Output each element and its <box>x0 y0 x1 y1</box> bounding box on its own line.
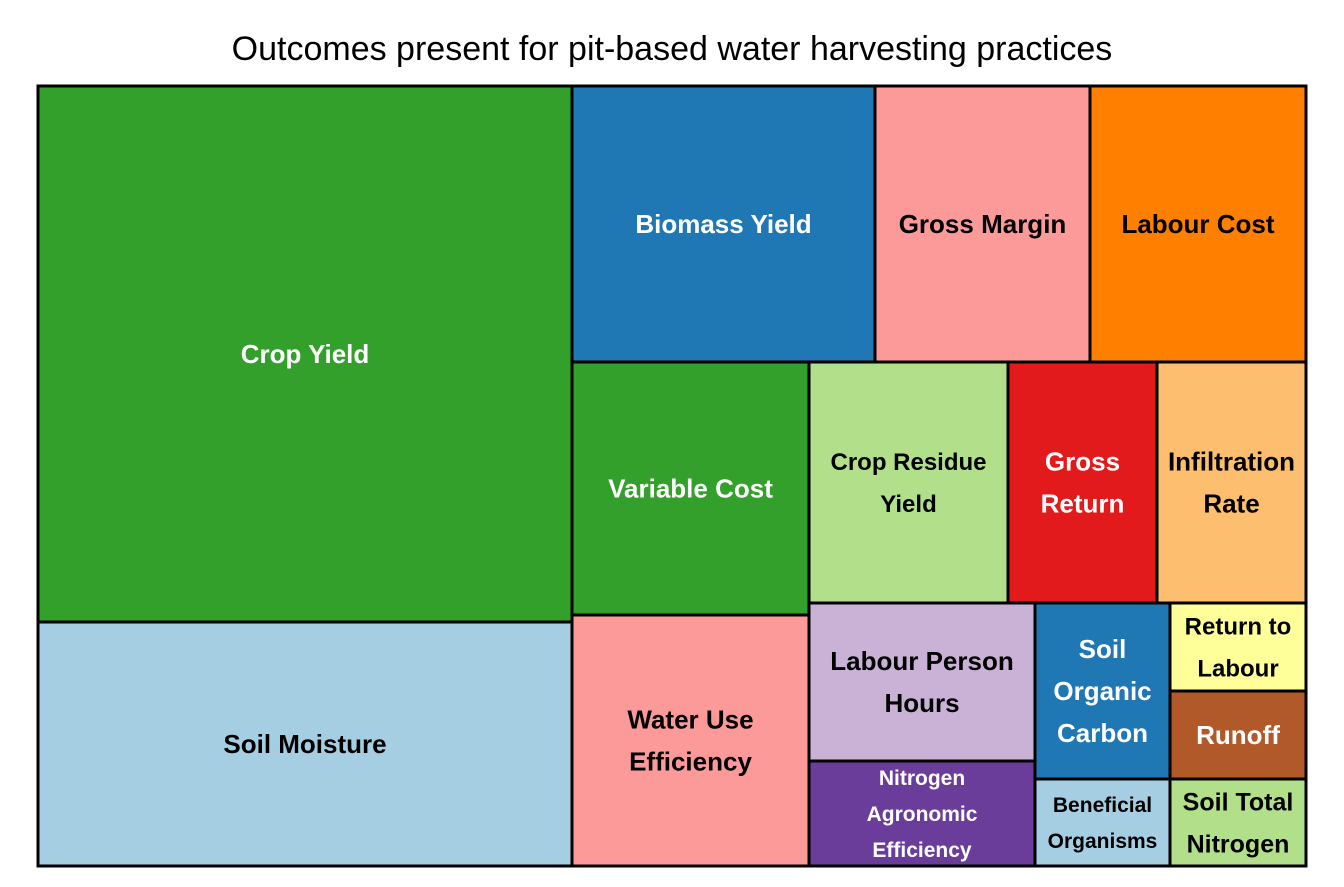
tile-runoff <box>1168 689 1308 781</box>
tile-labour-person-hours <box>807 601 1037 763</box>
tile-label-nitrogen-agronomic-efficiency: Nitrogen Agronomic Efficiency <box>867 767 978 862</box>
tile-label-crop-yield: Crop Yield <box>241 339 370 369</box>
tile-label-crop-residue-yield: Crop Residue Yield <box>830 449 986 518</box>
tile-biomass-yield <box>570 84 877 364</box>
tile-label-gross-margin: Gross Margin <box>899 209 1067 239</box>
tile-label-water-use-efficiency: Water Use Efficiency <box>627 705 753 777</box>
tile-label-infiltration-rate: Infiltration Rate <box>1168 447 1295 519</box>
tile-label-soil-moisture: Soil Moisture <box>223 729 386 759</box>
tile-soil-organic-carbon <box>1033 601 1172 781</box>
tile-gross-return <box>1006 360 1159 605</box>
tile-beneficial-organisms <box>1033 777 1172 868</box>
tile-label-soil-total-nitrogen: Soil Total Nitrogen <box>1183 788 1294 858</box>
tile-crop-residue-yield <box>807 360 1010 605</box>
chart-title: Outcomes present for pit-based water har… <box>231 30 1113 68</box>
tile-label-labour-cost: Labour Cost <box>1121 209 1274 239</box>
tile-label-soil-organic-carbon: Soil Organic Carbon <box>1053 634 1151 748</box>
tile-label-labour-person-hours: Labour Person Hours <box>830 646 1013 718</box>
tile-label-biomass-yield: Biomass Yield <box>635 209 811 239</box>
tile-label-beneficial-organisms: Beneficial Organisms <box>1048 794 1158 853</box>
tile-label-variable-cost: Variable Cost <box>608 474 773 504</box>
tile-label-gross-return: Gross Return <box>1041 447 1125 519</box>
treemap-frame <box>36 84 1308 868</box>
tile-soil-moisture <box>36 620 574 868</box>
tile-label-return-to-labour: Return to Labour <box>1185 613 1292 682</box>
tile-crop-yield <box>36 84 574 624</box>
tile-nitrogen-agronomic-efficiency <box>807 759 1037 868</box>
tile-infiltration-rate <box>1155 360 1308 605</box>
tile-label-runoff: Runoff <box>1196 720 1280 750</box>
tile-water-use-efficiency <box>570 613 811 868</box>
